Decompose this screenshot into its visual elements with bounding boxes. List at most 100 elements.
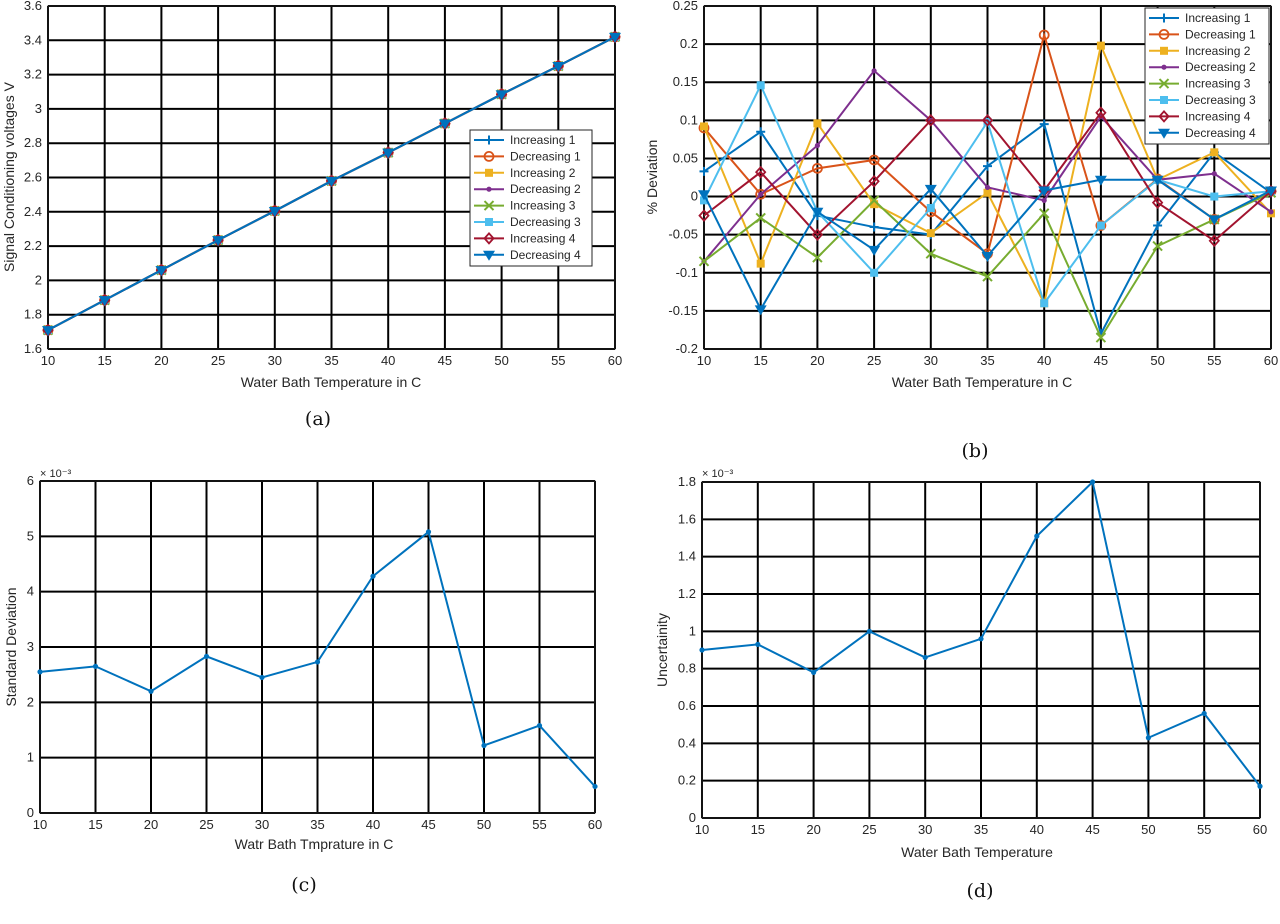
series-0 bbox=[37, 529, 598, 790]
x-tick-label: 25 bbox=[211, 353, 225, 368]
y-tick-label: 3.6 bbox=[24, 0, 42, 13]
x-axis-label: Water Bath Temperature in C bbox=[892, 374, 1073, 390]
data-point bbox=[925, 248, 937, 259]
data-point bbox=[592, 783, 598, 790]
x-tick-label: 30 bbox=[255, 817, 269, 832]
grid-lines bbox=[701, 481, 1261, 819]
x-tick-label: 60 bbox=[608, 353, 622, 368]
data-point bbox=[155, 266, 168, 277]
data-point bbox=[922, 654, 928, 661]
legend-entry: Increasing 4 bbox=[1185, 109, 1251, 123]
series-decreasing-4 bbox=[42, 32, 621, 337]
y-axis-label: Signal Conditioning voltages V bbox=[1, 81, 17, 272]
legend-entry: Increasing 1 bbox=[510, 133, 576, 147]
data-point bbox=[812, 162, 823, 174]
x-tick-label: 55 bbox=[532, 817, 546, 832]
legend-marker bbox=[1158, 110, 1170, 123]
data-point bbox=[756, 259, 765, 268]
y-tick-label: 5 bbox=[27, 528, 34, 543]
x-tick-label: 30 bbox=[924, 353, 938, 368]
legend-marker bbox=[484, 135, 494, 145]
data-point bbox=[1094, 175, 1107, 186]
y-tick-label: -0.05 bbox=[668, 227, 698, 242]
y-axis-label: % Deviation bbox=[644, 140, 660, 215]
x-tick-label: 60 bbox=[588, 817, 602, 832]
data-point bbox=[148, 688, 154, 694]
plot-area-frame bbox=[703, 5, 1272, 350]
legend-marker bbox=[1161, 64, 1167, 70]
data-point bbox=[42, 326, 54, 337]
data-point bbox=[1096, 221, 1105, 230]
data-point bbox=[699, 166, 709, 176]
data-point bbox=[925, 113, 937, 127]
data-point bbox=[259, 674, 265, 681]
data-point bbox=[1038, 208, 1050, 219]
data-point bbox=[755, 641, 761, 648]
legend-entry: Decreasing 2 bbox=[1185, 60, 1256, 74]
data-point bbox=[868, 195, 880, 206]
x-tick-label: 50 bbox=[1141, 822, 1155, 837]
data-point bbox=[1095, 106, 1107, 120]
data-point bbox=[552, 62, 565, 73]
x-tick-label: 40 bbox=[1037, 353, 1051, 368]
x-tick-label: 45 bbox=[438, 353, 452, 368]
legend-marker bbox=[1159, 13, 1169, 23]
x-tick-label: 35 bbox=[310, 817, 324, 832]
x-tick-label: 30 bbox=[268, 353, 282, 368]
subfigure-caption: (b) bbox=[962, 440, 989, 462]
data-point bbox=[1040, 299, 1049, 308]
x-tick-label: 20 bbox=[144, 817, 158, 832]
data-point bbox=[1265, 186, 1277, 197]
y-tick-label: 2.2 bbox=[24, 238, 42, 253]
data-point bbox=[700, 196, 708, 205]
data-point bbox=[811, 207, 824, 218]
legend-entry: Decreasing 2 bbox=[510, 182, 581, 196]
x-axis-label: Watr Bath Tmprature in C bbox=[235, 836, 394, 852]
y-exponent-label: × 10⁻³ bbox=[702, 468, 734, 480]
legend-marker bbox=[483, 232, 495, 245]
data-point bbox=[382, 148, 395, 159]
data-point bbox=[1208, 215, 1221, 226]
y-tick-label: 3.2 bbox=[24, 67, 42, 82]
x-tick-label: 35 bbox=[980, 353, 994, 368]
data-point bbox=[869, 222, 879, 232]
data-point bbox=[868, 245, 881, 256]
data-point bbox=[984, 184, 991, 191]
data-point bbox=[981, 113, 994, 127]
x-tick-label: 25 bbox=[862, 822, 876, 837]
data-point bbox=[370, 573, 376, 579]
subfigure-caption: (c) bbox=[291, 874, 316, 896]
x-tick-label: 55 bbox=[551, 353, 565, 368]
x-axis-label: Water Bath Temperature bbox=[901, 844, 1053, 860]
data-point bbox=[811, 669, 817, 676]
data-point bbox=[1095, 332, 1107, 343]
series-line bbox=[703, 110, 1272, 243]
legend-entry: Increasing 1 bbox=[1185, 11, 1251, 25]
data-point bbox=[813, 119, 822, 128]
legend-marker bbox=[1160, 46, 1168, 55]
y-exponent-label: × 10⁻³ bbox=[40, 468, 72, 480]
x-tick-label: 60 bbox=[1264, 353, 1278, 368]
y-tick-label: 1.4 bbox=[678, 549, 696, 564]
x-tick-label: 40 bbox=[366, 817, 380, 832]
data-point bbox=[926, 229, 935, 238]
x-tick-label: 30 bbox=[918, 822, 932, 837]
x-tick-label: 15 bbox=[88, 817, 102, 832]
legend-marker bbox=[483, 200, 495, 211]
x-tick-label: 45 bbox=[1085, 822, 1099, 837]
data-point bbox=[1145, 735, 1151, 741]
data-point bbox=[870, 268, 879, 277]
y-tick-label: 1 bbox=[689, 623, 696, 638]
plot-area-frame bbox=[39, 480, 596, 814]
data-point bbox=[438, 119, 451, 130]
x-tick-label: 25 bbox=[867, 353, 881, 368]
legend-entry: Decreasing 3 bbox=[1185, 93, 1256, 107]
x-tick-label: 45 bbox=[1094, 353, 1108, 368]
data-point bbox=[1208, 234, 1221, 248]
y-tick-label: 4 bbox=[27, 584, 34, 599]
y-tick-label: 1.6 bbox=[678, 511, 696, 526]
data-point bbox=[1151, 196, 1164, 209]
y-axis-label: Standard Deviation bbox=[3, 587, 19, 706]
data-point bbox=[756, 81, 765, 90]
